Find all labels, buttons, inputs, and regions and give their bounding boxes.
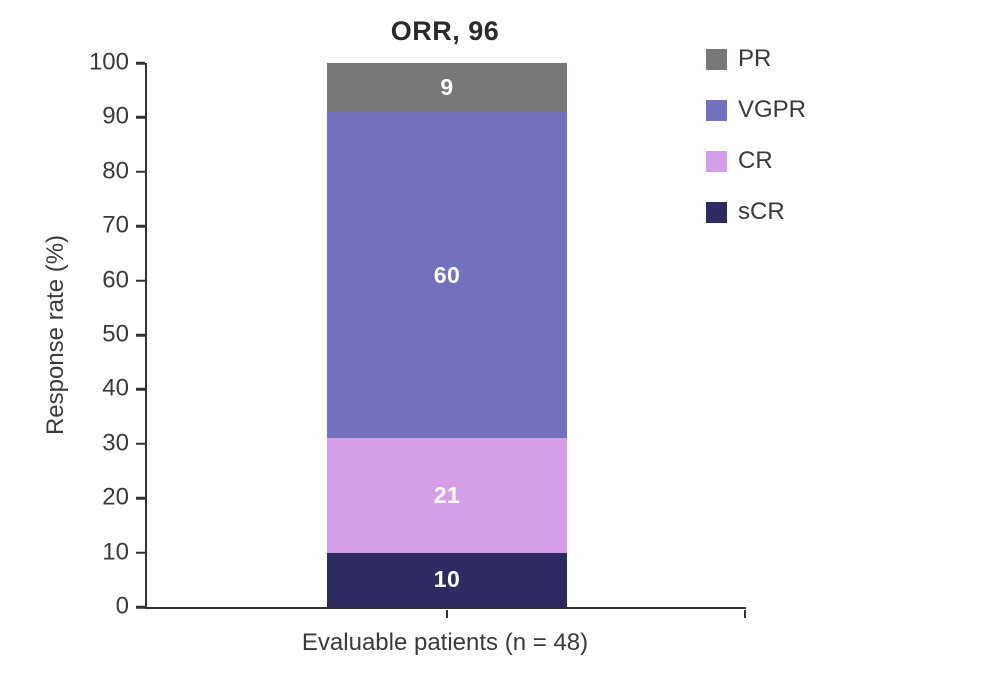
bar-segment-value-label: 60: [433, 261, 461, 288]
bar-segment-pr: 9: [327, 63, 567, 112]
legend-swatch-icon: [706, 48, 727, 70]
y-axis-tick: [136, 61, 145, 65]
stacked-bar: 10 21 60 9: [327, 63, 567, 607]
y-axis-tick: [136, 333, 145, 337]
legend-item-cr: CR: [706, 149, 806, 173]
bar-segment-value-label: 21: [433, 481, 461, 508]
y-axis-tick-label: 50: [102, 320, 129, 348]
bar-segment-value-label: 10: [433, 566, 461, 593]
legend-item-label: PR: [738, 45, 772, 72]
bar-segment-cr: 21: [327, 438, 567, 553]
legend-item-pr: PR: [706, 47, 806, 71]
x-axis-tick-category: [445, 610, 449, 618]
y-axis-tick-label: 60: [102, 266, 129, 294]
bar-segment-value-label: 9: [440, 73, 454, 100]
y-axis-tick-label: 90: [102, 102, 129, 130]
legend-item-label: sCR: [738, 198, 785, 225]
y-axis-tick: [136, 388, 145, 391]
y-axis-tick-label: 0: [115, 592, 129, 620]
bar-segment-vgpr: 60: [327, 111, 567, 439]
legend-swatch-icon: [706, 150, 727, 172]
bar-segment-scr: 10: [327, 552, 567, 607]
y-axis-tick-label: 100: [88, 48, 129, 76]
y-axis-tick-label: 80: [102, 157, 129, 185]
y-axis-tick-label: 10: [102, 538, 129, 566]
legend-item-scr: sCR: [706, 200, 806, 224]
legend-item-label: VGPR: [738, 96, 807, 123]
y-axis-tick: [136, 442, 145, 446]
legend-swatch-icon: [706, 99, 727, 121]
legend-item-label: CR: [738, 147, 773, 174]
y-axis-tick: [136, 170, 145, 174]
x-axis-tick-end: [743, 610, 746, 618]
y-axis-tick: [136, 279, 145, 282]
y-axis-title: Response rate (%): [42, 234, 69, 436]
legend: PR VGPR CR sCR: [706, 47, 806, 251]
chart-title: ORR, 96: [390, 16, 500, 46]
y-axis-tick: [136, 551, 145, 554]
legend-item-vgpr: VGPR: [706, 98, 806, 122]
x-axis-title: Evaluable patients (n = 48): [301, 629, 589, 656]
y-axis-tick: [136, 605, 145, 609]
y-axis-tick-label: 20: [102, 483, 129, 511]
y-axis-tick-label: 40: [102, 374, 129, 402]
y-axis-tick: [136, 224, 145, 228]
legend-swatch-icon: [706, 201, 727, 223]
y-axis-tick-label: 70: [102, 211, 129, 239]
y-axis-tick: [136, 116, 145, 119]
y-axis-tick: [136, 496, 145, 500]
y-axis-tick-label: 30: [102, 429, 129, 457]
plot-area: 0 10 20 30 40 50 60 70 80 90 100 10 21 60 9: [89, 50, 746, 618]
